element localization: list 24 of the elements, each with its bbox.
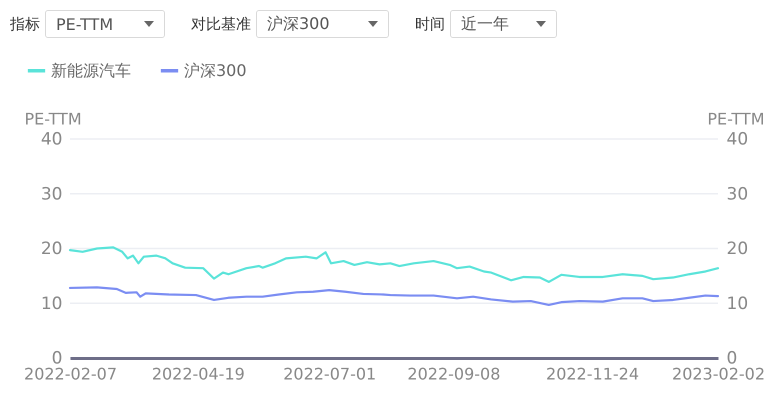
dropdown-field: 近一年 xyxy=(450,10,557,38)
y-axis-title: PE-TTM xyxy=(24,110,82,128)
y-tick-label: 20 xyxy=(40,239,62,259)
x-tick-label: 2022-09-08 xyxy=(407,364,500,384)
y2-tick-label: 40 xyxy=(726,130,748,150)
text: 对比基准 xyxy=(191,14,251,34)
x-tick-label: 2022-07-01 xyxy=(283,364,376,384)
legend-label: 沪深300 xyxy=(184,60,247,80)
y-tick-label: 40 xyxy=(40,130,62,150)
x-tick-label: 2022-11-24 xyxy=(546,364,639,384)
y2-tick-label: 30 xyxy=(726,184,748,204)
x-tick-label: 2022-04-19 xyxy=(152,364,245,384)
y-tick-label: 10 xyxy=(40,294,62,314)
dropdown-field: PE-TTM xyxy=(45,10,165,38)
y2-axis-title: PE-TTM xyxy=(707,110,764,128)
text: 指标 xyxy=(10,14,40,34)
y-tick-label: 30 xyxy=(40,184,62,204)
text: 时间 xyxy=(415,14,445,34)
line-series xyxy=(68,286,720,306)
line-series xyxy=(68,246,720,283)
legend-label: 新能源汽车 xyxy=(51,60,131,80)
dropdown-field: 沪深300 xyxy=(256,10,389,38)
y2-tick-label: 20 xyxy=(726,239,748,259)
y2-tick-label: 10 xyxy=(726,294,748,314)
